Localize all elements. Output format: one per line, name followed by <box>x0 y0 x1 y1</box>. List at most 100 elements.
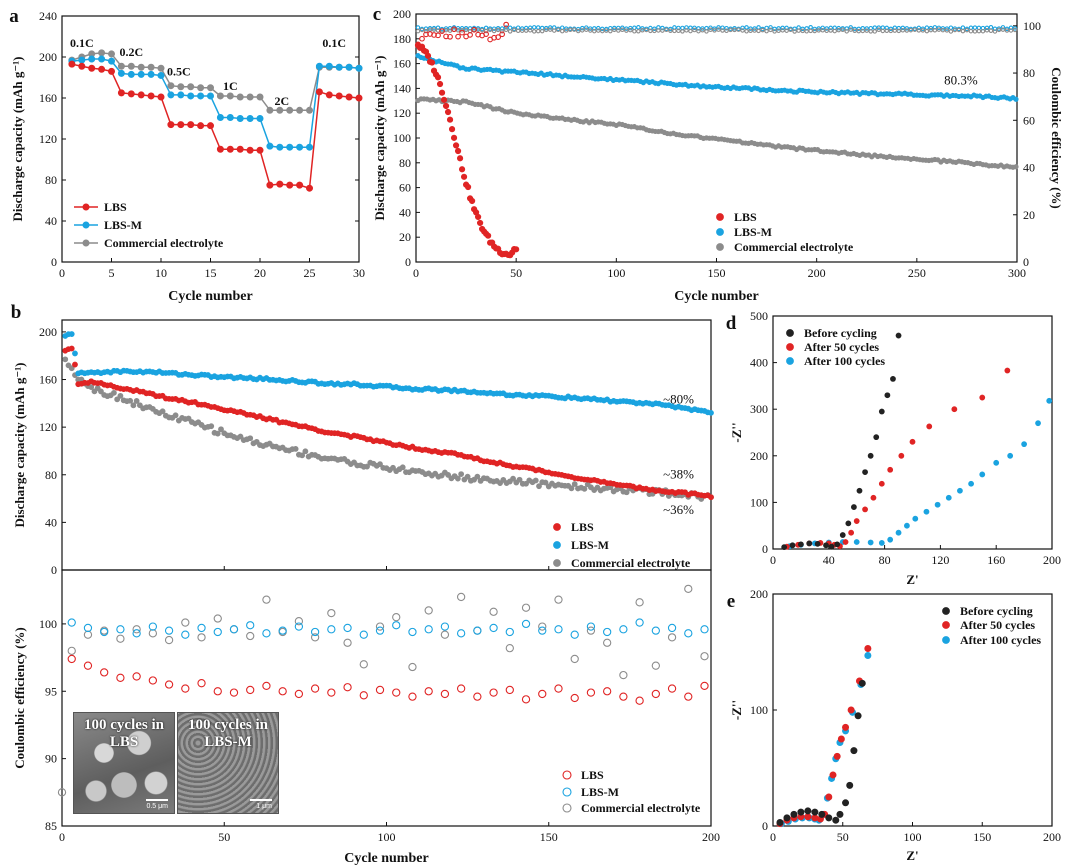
panel-c-ce-point <box>820 28 825 33</box>
panel-b-bottom-point <box>570 654 579 664</box>
panel-b-bottom-point <box>538 622 547 631</box>
panel-c-ce-point <box>660 25 665 31</box>
panel-c-ce-point <box>928 25 934 31</box>
panel-a-point <box>157 93 165 101</box>
panel-c-ce-point <box>760 27 765 33</box>
panel-c-ce-point <box>896 28 902 34</box>
panel-e-point <box>811 808 819 816</box>
panel-c-ce-point <box>708 27 713 33</box>
panel-a-series-line-0 <box>71 63 360 190</box>
panel-c-ce-point <box>840 27 845 32</box>
panel-e-point <box>783 814 791 822</box>
panel-c-ce-point <box>692 25 697 31</box>
panel-c-ce-point <box>964 27 970 33</box>
panel-c-ce-point <box>772 26 777 32</box>
panel-b-bottom-point <box>603 627 612 637</box>
panel-b-bottom-point <box>343 623 352 633</box>
panel-c-ce-point <box>588 26 593 31</box>
x-tick-label: 50 <box>218 830 230 844</box>
panel-b-bottom-point <box>505 685 514 695</box>
panel-c-ce-point <box>527 28 533 33</box>
panel-c-ce-point <box>1004 28 1010 33</box>
panel-b-top-point <box>464 473 471 480</box>
panel-c-ce-point <box>864 28 869 33</box>
x-tick-label: 300 <box>1008 266 1026 280</box>
panel-c-ce-point <box>712 28 717 33</box>
panel-c-ce-point <box>940 26 946 31</box>
panel-a-point <box>187 121 195 129</box>
y-tick-label: 0 <box>762 819 768 833</box>
panel-a-point <box>137 91 145 99</box>
panel-b-bottom-point <box>100 627 109 637</box>
y-tick-label: 40 <box>1023 161 1035 175</box>
panel-d-legend-2-label: After 100 cycles <box>804 354 885 368</box>
panel-b-bottom-point <box>343 683 352 692</box>
panel-c-ce-point <box>724 25 729 31</box>
panel-c-legend-0-label: LBS <box>734 210 757 224</box>
panel-b-top-point <box>568 485 575 492</box>
panel-a-label: a <box>9 6 19 27</box>
panel-c-point <box>477 219 484 227</box>
panel-c-ce-point <box>499 29 505 34</box>
panel-e-point <box>854 712 862 720</box>
panel-b-bottom-point <box>424 606 433 615</box>
panel-c-ce-point <box>652 26 657 32</box>
panel-a-point <box>355 64 363 72</box>
panel-b-top-point <box>542 479 549 486</box>
y-tick-label: 240 <box>39 9 57 23</box>
panel-c-point <box>468 197 476 205</box>
panel-c-ce-point <box>824 28 829 34</box>
panel-c-ce-point <box>503 25 509 30</box>
panel-b-top-point <box>623 489 630 496</box>
panel-a-point <box>68 60 76 68</box>
panel-c-ce-point <box>435 32 441 39</box>
panel-c-point <box>456 155 464 162</box>
y-tick-label: 140 <box>393 81 411 95</box>
panel-c-ce-point <box>439 28 445 35</box>
panel-b-bottom-point <box>392 613 401 622</box>
panel-a-point <box>117 69 125 77</box>
panel-b-bottom-point <box>278 687 287 696</box>
panel-c-ce-point <box>656 28 661 33</box>
panel-c-ce-point <box>824 26 829 31</box>
panel-c-ce-point <box>724 28 729 34</box>
panel-c-ce-point <box>696 28 701 34</box>
panel-c-ce-point <box>808 24 813 30</box>
panel-c-ce-point <box>487 27 493 33</box>
panel-c-ce-point <box>732 25 737 31</box>
panel-c-ce-point <box>920 28 926 33</box>
panel-c-ce-point <box>572 27 577 32</box>
panel-c-ce-point <box>551 28 557 33</box>
panel-c-ce-point <box>612 25 617 31</box>
panel-c-ce-point <box>972 29 978 34</box>
panel-a-point <box>216 145 224 153</box>
y-tick-label: 80 <box>1023 66 1035 80</box>
panel-b-bottom-point <box>619 670 628 680</box>
panel-c-ce-point <box>459 29 465 36</box>
panel-d-point <box>904 522 910 529</box>
panel-a-point <box>187 83 195 91</box>
panel-c-ce-point <box>900 25 906 31</box>
panel-b-bottom-point <box>213 687 222 696</box>
panel-c-ce-point <box>455 33 461 40</box>
panel-e-point <box>864 645 872 653</box>
panel-b-top-point <box>68 365 75 372</box>
x-tick-label: 100 <box>378 830 396 844</box>
panel-c-ce-point <box>848 27 853 32</box>
panel-c-ce-point <box>559 25 565 30</box>
panel-c-ce-point <box>748 28 753 33</box>
panel-b-top-point <box>510 475 516 482</box>
panel-c-ce-point <box>812 28 817 34</box>
y-tick-label: 20 <box>399 230 411 244</box>
panel-b-top-point <box>127 397 134 404</box>
panel-c-ce-point <box>832 28 837 34</box>
panel-c-ce-point <box>463 27 469 33</box>
panel-c-ce-point <box>756 28 761 34</box>
panel-b-bottom-point <box>505 643 514 653</box>
y-tick-label: 120 <box>39 132 57 146</box>
panel-c-ce-point <box>720 25 725 30</box>
panel-b-top-point <box>292 445 299 452</box>
panel-a-point <box>355 94 363 102</box>
panel-c-legend-1-label: LBS-M <box>734 225 772 239</box>
panel-c-ce-point <box>680 25 685 31</box>
